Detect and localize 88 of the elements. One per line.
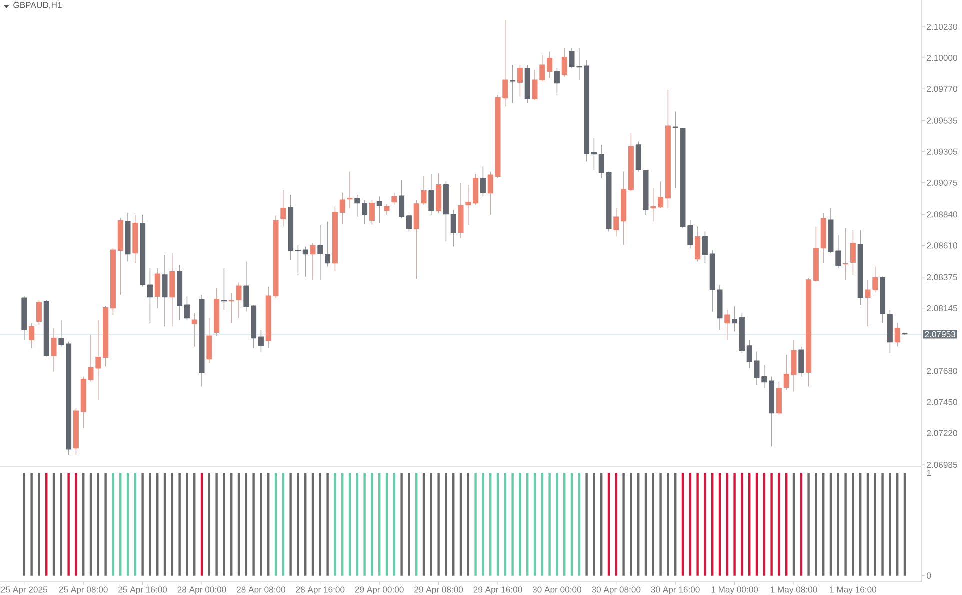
x-tick-label: 28 Apr 08:00 — [237, 586, 286, 594]
x-tick-label: 28 Apr 00:00 — [178, 586, 226, 594]
candlestick — [280, 190, 286, 228]
candlestick — [228, 292, 234, 324]
y-tick-label: 2.07450 — [927, 399, 958, 406]
candlestick — [421, 176, 427, 206]
candlestick — [58, 320, 64, 348]
y-tick-label: 2.08145 — [927, 305, 958, 312]
candlestick — [658, 181, 664, 209]
candlestick — [450, 210, 456, 248]
candlestick — [466, 184, 472, 226]
candlestick — [732, 306, 738, 332]
candlestick — [480, 166, 486, 198]
candlestick — [36, 300, 42, 326]
y-tick-label: 2.07680 — [927, 368, 958, 374]
x-tick-label: 25 Apr 2025 — [1, 586, 48, 594]
x-tick-label: 1 May 08:00 — [770, 586, 818, 594]
x-tick-label: 25 Apr 08:00 — [59, 586, 108, 594]
candlestick — [399, 180, 405, 219]
candlestick — [154, 268, 160, 309]
candlestick — [392, 192, 398, 206]
candlestick — [362, 200, 368, 224]
candlestick — [354, 194, 360, 218]
x-tick-label: 1 May 00:00 — [712, 586, 758, 594]
candlestick — [650, 188, 656, 222]
candlestick — [843, 228, 849, 280]
x-tick-label: 25 Apr 16:00 — [118, 586, 168, 594]
candlestick — [310, 242, 316, 280]
y-tick-label: 2.07220 — [927, 430, 958, 436]
candlestick — [29, 322, 35, 349]
y-tick-label: 2.06985 — [927, 462, 958, 468]
y-tick-label: 2.08375 — [927, 274, 958, 280]
candlestick — [325, 221, 331, 268]
candlestick — [244, 261, 250, 312]
x-tick-label: 29 Apr 08:00 — [414, 586, 464, 594]
x-tick-label: 28 Apr 16:00 — [296, 586, 345, 594]
candlestick — [347, 171, 353, 209]
candlestick — [258, 330, 264, 352]
candlestick — [591, 138, 597, 170]
candlestick — [147, 268, 153, 324]
candlestick — [295, 244, 301, 276]
candlestick — [894, 322, 900, 348]
candlestick — [562, 48, 568, 78]
y-tick-label: 2.09535 — [927, 118, 958, 124]
candlestick — [369, 200, 375, 226]
y-tick-label: 2.09075 — [927, 180, 958, 186]
candlestick — [51, 328, 57, 372]
y-tick-label: 1 — [927, 470, 932, 476]
x-tick-label: 30 Apr 08:00 — [592, 586, 641, 594]
candlestick — [206, 318, 212, 364]
candlestick — [672, 111, 678, 189]
candlestick — [384, 204, 390, 216]
candlestick — [798, 346, 804, 378]
candlestick — [406, 214, 412, 232]
candlestick — [850, 230, 856, 276]
candlestick — [318, 224, 324, 280]
candlestick — [302, 246, 308, 278]
candlestick — [614, 208, 620, 238]
y-tick-label: 2.09770 — [927, 86, 958, 92]
x-tick-label: 1 May 16:00 — [830, 586, 876, 594]
candlestick — [702, 231, 708, 264]
candlestick — [184, 296, 190, 320]
candlestick — [695, 226, 701, 262]
candlestick — [192, 312, 198, 348]
candlestick — [872, 266, 878, 294]
candlestick — [865, 280, 871, 328]
x-tick-label: 29 Apr 16:00 — [474, 586, 522, 594]
candlestick — [162, 254, 168, 328]
chart-title: GBPAUD,H1 — [14, 2, 62, 10]
y-tick-label: 2.09305 — [927, 148, 958, 155]
candlestick — [428, 174, 434, 216]
candlestick — [554, 68, 560, 96]
ref-line-label: 2.07953 — [925, 331, 956, 338]
x-tick-label: 30 Apr 00:00 — [532, 586, 582, 594]
candlestick — [517, 64, 523, 98]
x-tick-label: 29 Apr 00:00 — [355, 586, 404, 594]
y-tick-label: 2.08840 — [927, 212, 958, 218]
candlestick — [340, 192, 346, 224]
candlestick — [236, 282, 242, 319]
candlestick — [598, 144, 604, 179]
y-tick-label: 2.10000 — [927, 55, 958, 62]
y-tick-label: 2.10230 — [927, 24, 958, 30]
y-tick-label: 0 — [927, 572, 932, 579]
candlestick — [376, 196, 382, 224]
x-tick-label: 30 Apr 16:00 — [651, 586, 700, 594]
candlestick — [547, 51, 553, 79]
candlestick — [724, 310, 730, 340]
y-tick-label: 2.08610 — [927, 242, 958, 249]
